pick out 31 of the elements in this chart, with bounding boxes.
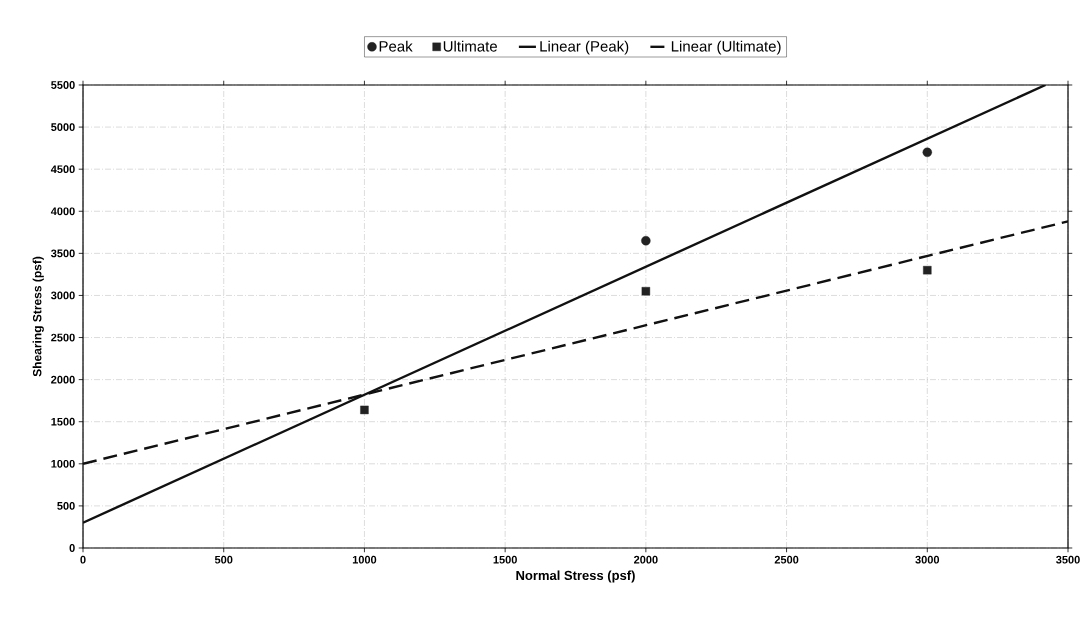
x-tick-label: 3000: [915, 555, 940, 564]
legend-label: Linear (Ultimate): [671, 40, 781, 55]
x-tick-label: 1500: [493, 555, 517, 564]
y-tick-label: 4000: [50, 207, 75, 216]
y-tick-label: 5000: [51, 123, 75, 131]
point: [641, 236, 651, 246]
y-tick-label: 500: [57, 502, 75, 510]
point: [641, 287, 651, 296]
y-tick-label: 4500: [50, 165, 75, 174]
x-tick-label: 1000: [352, 555, 377, 564]
y-axis-title: Shearing Stress (psf): [32, 256, 44, 377]
x-tick-label: 0: [80, 555, 86, 564]
y-tick-label: 1000: [51, 459, 75, 468]
legend-label: Peak: [379, 40, 413, 52]
y-tick-label: 3500: [50, 249, 75, 258]
point: [923, 265, 932, 275]
y-tick-label: 2500: [51, 333, 75, 342]
y-tick-label: 3000: [50, 291, 75, 300]
y-tick-label: 1500: [51, 417, 75, 426]
x-tick-label: 3500: [1056, 555, 1080, 564]
point: [922, 147, 932, 158]
point: [360, 405, 369, 415]
y-tick-label: 2000: [51, 375, 75, 384]
legend-label: Linear (Peak): [540, 40, 629, 55]
x-tick-label: 500: [214, 555, 233, 564]
x-tick-label: 2500: [774, 555, 799, 564]
legend-label: Ultimate: [443, 40, 497, 52]
y-tick-label: 5500: [51, 81, 75, 89]
x-tick-label: 2000: [634, 555, 658, 564]
y-tick-label: 0: [69, 544, 75, 552]
x-axis-title: Normal Stress (psf): [516, 570, 635, 583]
